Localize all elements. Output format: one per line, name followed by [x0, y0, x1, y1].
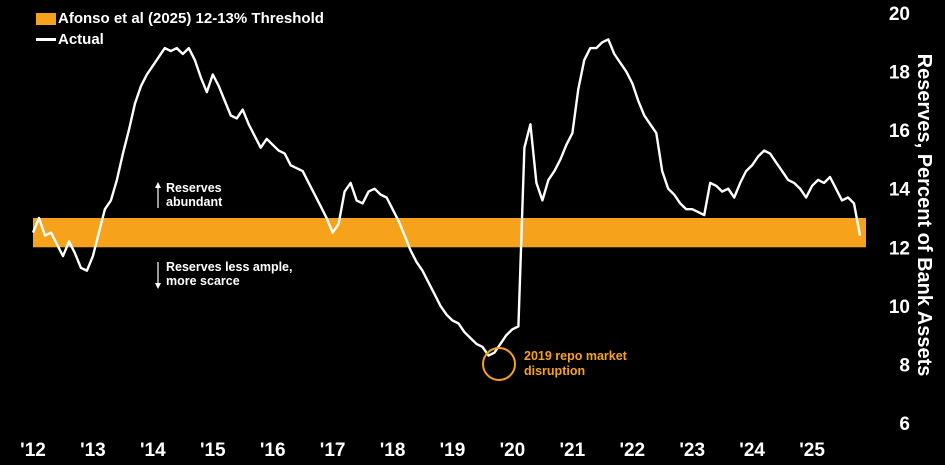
x-axis-ticks: '12 '13 '14 '15 '16 '17 '18 '19 '20 '21 '22 '23 '24 '…: [20, 440, 825, 461]
x-tick-label: '18: [380, 440, 406, 461]
series-line-actual: [31, 38, 862, 357]
threshold-band: [33, 218, 866, 248]
x-tick-label: '15: [200, 440, 226, 461]
y-tick-label: 10: [889, 297, 910, 318]
annotation-scarce: Reserves less ample, more scarce: [155, 260, 292, 289]
annotation-abundant: Reserves abundant: [155, 181, 223, 209]
y-axis-label: Reserves, Percent of Bank Assets: [913, 54, 935, 377]
y-tick-label: 18: [889, 63, 910, 84]
series-line-layer: [31, 38, 862, 357]
y-tick-label: 8: [899, 355, 910, 376]
annotation-scarce-line2: more scarce: [166, 274, 240, 288]
y-axis-ticks: 6 8 10 12 14 16 18 20: [889, 4, 911, 435]
legend-item-actual: Actual: [36, 29, 324, 50]
y-tick-label: 6: [899, 414, 910, 435]
x-tick-label: '17: [320, 440, 346, 461]
y-tick-label: 20: [889, 4, 910, 25]
x-tick-label: '25: [799, 440, 825, 461]
x-tick-label: '16: [260, 440, 286, 461]
x-tick-label: '23: [679, 440, 705, 461]
y-tick-label: 12: [889, 238, 910, 259]
legend-swatch-line: [36, 38, 56, 41]
legend: Afonso et al (2025) 12-13% Threshold Act…: [36, 8, 324, 50]
x-tick-label: '19: [440, 440, 466, 461]
legend-item-threshold: Afonso et al (2025) 12-13% Threshold: [36, 8, 324, 29]
annotation-abundant-line1: Reserves: [166, 181, 222, 195]
up-arrow-icon: [155, 182, 161, 188]
threshold-band-layer: [33, 218, 866, 248]
x-tick-label: '21: [560, 440, 586, 461]
repo-highlight-circle: [482, 347, 516, 381]
down-arrow-icon: [155, 283, 161, 289]
legend-label-threshold: Afonso et al (2025) 12-13% Threshold: [58, 10, 324, 27]
annotation-repo-line1: 2019 repo market: [524, 349, 628, 363]
x-tick-label: '13: [80, 440, 106, 461]
x-tick-label: '24: [739, 440, 765, 461]
y-tick-label: 16: [889, 121, 910, 142]
x-tick-label: '20: [500, 440, 526, 461]
legend-label-actual: Actual: [58, 31, 104, 48]
annotation-repo: 2019 repo market disruption: [482, 347, 628, 381]
y-tick-label: 14: [889, 180, 911, 201]
x-tick-label: '22: [619, 440, 645, 461]
x-tick-label: '14: [140, 440, 166, 461]
annotation-abundant-line2: abundant: [166, 195, 223, 209]
legend-swatch-band: [36, 12, 56, 25]
x-tick-label: '12: [20, 440, 46, 461]
annotation-scarce-line1: Reserves less ample,: [166, 260, 292, 274]
annotation-repo-line2: disruption: [524, 364, 585, 378]
